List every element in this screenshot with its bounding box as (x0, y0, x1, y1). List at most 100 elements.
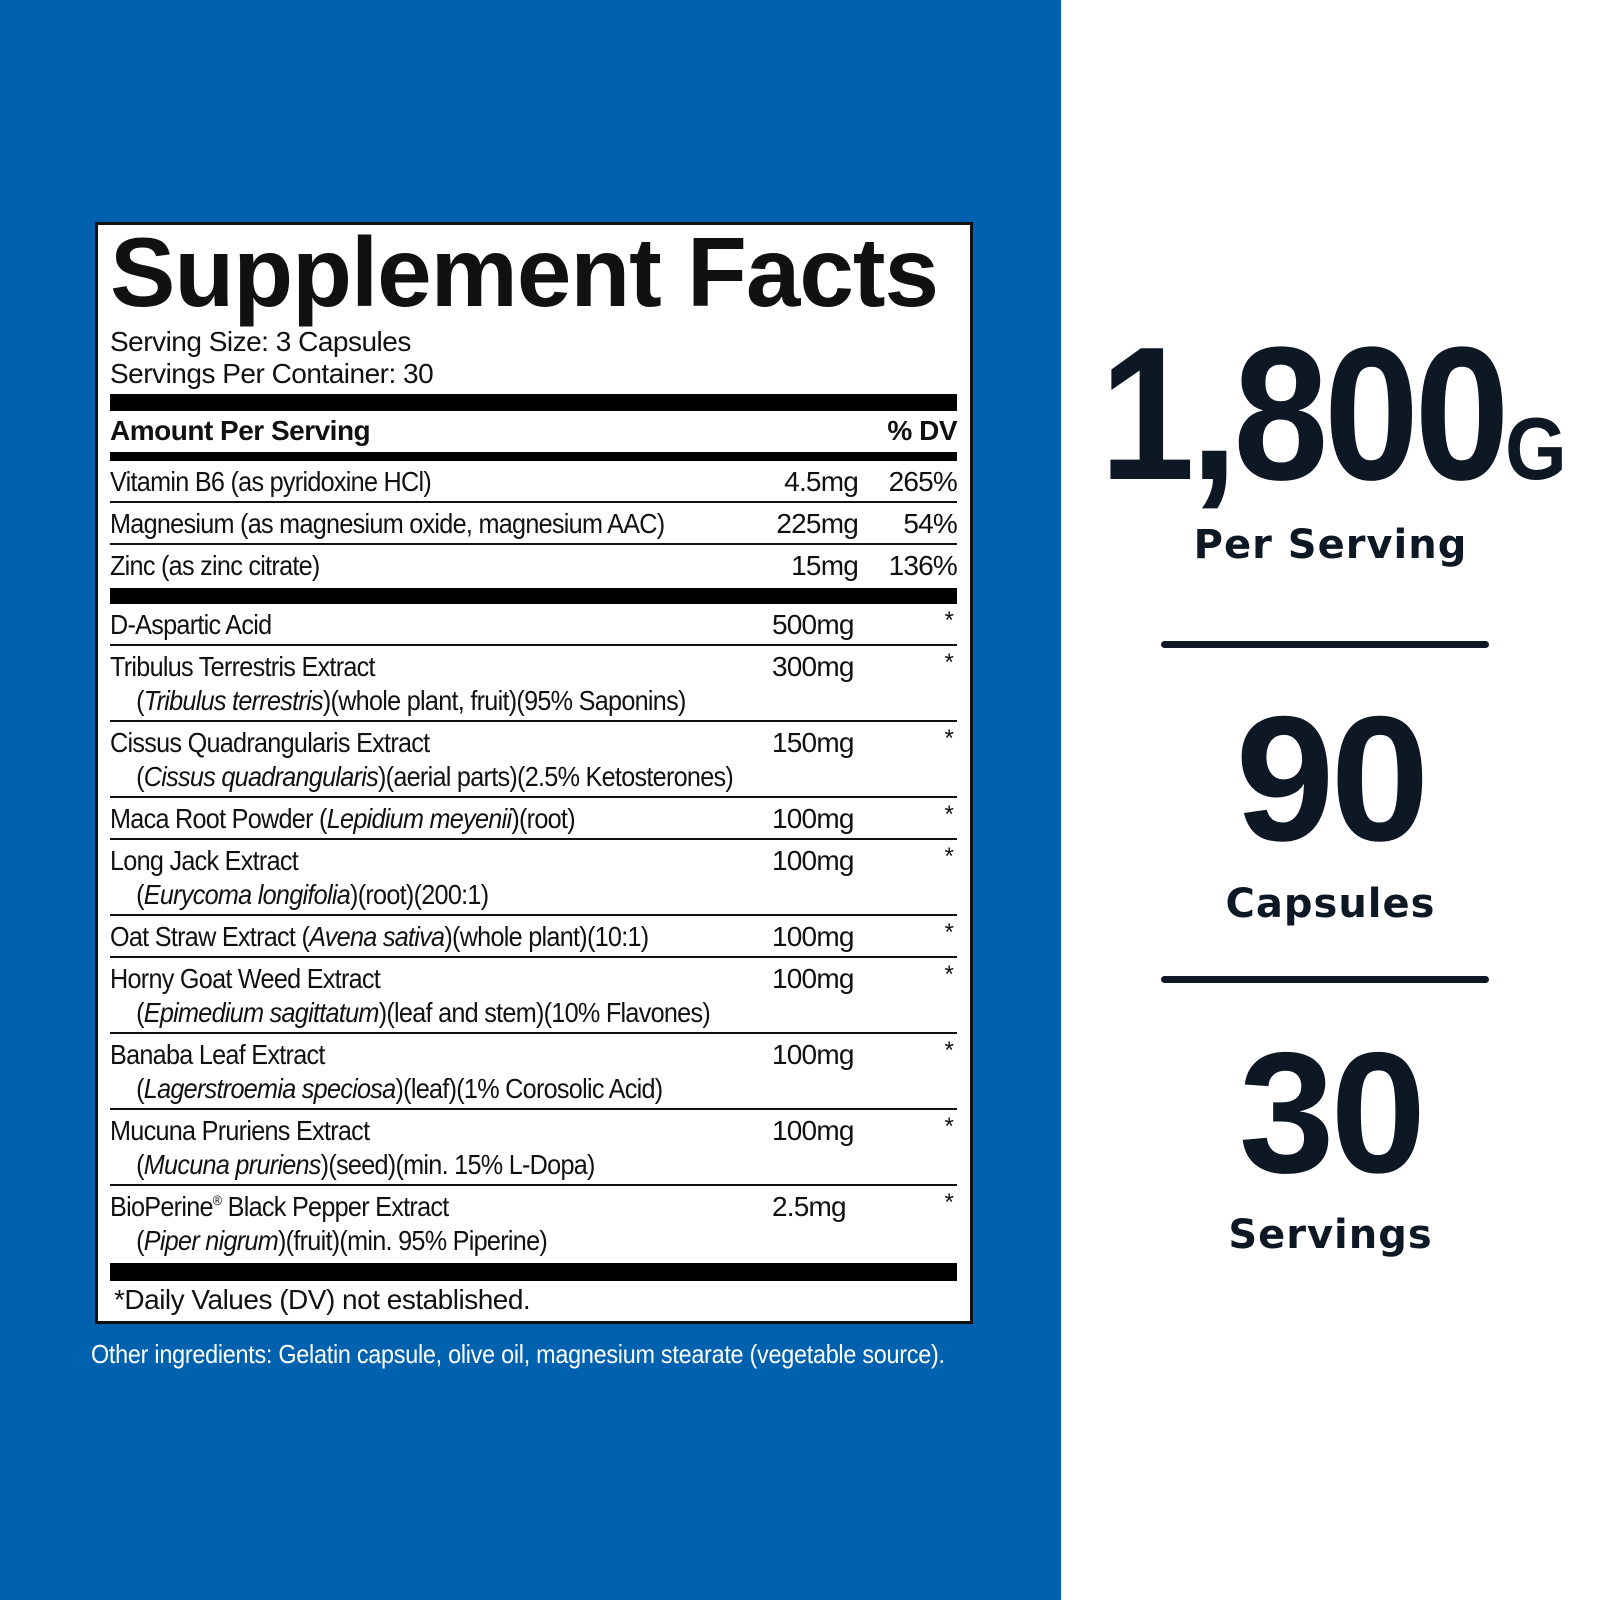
text-segment: ( (136, 685, 144, 716)
amount: 100mg (772, 803, 854, 834)
text-segment: Magnesium (as magnesium oxide, magnesium… (110, 508, 665, 539)
text-segment: ( (136, 997, 144, 1028)
amount: 4.5mg (784, 466, 859, 497)
ingredient-row: Long Jack Extract (Eurycoma longifolia)(r… (110, 840, 957, 916)
capsules-label: Capsules (1225, 881, 1436, 927)
supplement-facts-title: Supplement Facts (110, 217, 939, 327)
ingredient-name: D-Aspartic Acid (110, 608, 872, 642)
botanical-name: Epimedium sagittatum (143, 997, 380, 1028)
thick-divider (110, 588, 957, 604)
amount: 2.5mg (772, 1191, 847, 1222)
daily-value-header: % DV (887, 415, 957, 446)
dv-not-established-marker: * (944, 649, 953, 676)
nutrient-row: Magnesium (as magnesium oxide, magnesium… (110, 503, 958, 545)
text-segment: BioPerine (110, 1191, 214, 1222)
ingredient-name: Vitamin B6 (as pyridoxine HCl) (110, 465, 872, 499)
text-segment: Maca Root Powder ( (110, 803, 327, 834)
dv-not-established-marker: * (944, 801, 953, 828)
ingredient-detail: (Eurycoma longifolia)(root)(200:1) (110, 878, 872, 912)
nutrient-row: Vitamin B6 (as pyridoxine HCl) 4.5mg 265% (110, 461, 958, 503)
text-segment: ( (136, 1073, 144, 1104)
servings-label: Servings (1228, 1212, 1433, 1258)
ingredient-name: Maca Root Powder (Lepidium meyenii)(root… (110, 802, 872, 836)
amount: 100mg (772, 1039, 854, 1070)
amount: 100mg (772, 963, 854, 994)
ingredient-detail: (Mucuna pruriens)(seed)(min. 15% L-Dopa) (110, 1148, 872, 1182)
text-segment: ( (136, 1225, 144, 1256)
botanical-name: Eurycoma longifolia (143, 879, 351, 910)
text-segment: )(whole plant, fruit)(95% Saponins) (322, 685, 687, 716)
dv-not-established-marker: * (944, 725, 953, 752)
ingredient-detail: (Lagerstroemia speciosa)(leaf)(1% Coroso… (110, 1072, 872, 1106)
thick-divider (110, 1263, 957, 1281)
ingredient-name: Mucuna Pruriens Extract (110, 1114, 872, 1148)
dv-not-established-marker: * (944, 919, 953, 946)
ingredient-row: BioPerine® Black Pepper Extract (Piper ni… (110, 1186, 957, 1260)
text-segment: Oat Straw Extract ( (110, 921, 310, 952)
amount: 225mg (776, 508, 858, 539)
botanical-name: Lagerstroemia speciosa (143, 1073, 396, 1104)
ingredient-name: Long Jack Extract (110, 844, 872, 878)
dv-not-established-marker: * (944, 607, 953, 634)
capsules-value: 90 (1235, 679, 1430, 878)
ingredient-name: Horny Goat Weed Extract (110, 962, 872, 996)
dv-not-established-marker: * (944, 843, 953, 870)
stat-divider (1161, 641, 1489, 648)
text-segment: ( (136, 761, 144, 792)
other-ingredients: Other ingredients: Gelatin capsule, oliv… (91, 1339, 945, 1369)
ingredient-row: D-Aspartic Acid 500mg * (110, 604, 957, 646)
thick-divider (110, 394, 957, 411)
text-segment: Mucuna Pruriens Extract (110, 1115, 370, 1146)
amount: 100mg (772, 1115, 854, 1146)
ingredient-row: Maca Root Powder (Lepidium meyenii)(root… (110, 798, 957, 840)
serving-size: Serving Size: 3 Capsules (110, 326, 411, 357)
ingredient-detail: (Tribulus terrestris)(whole plant, fruit… (110, 684, 872, 718)
ingredient-detail: (Epimedium sagittatum)(leaf and stem)(10… (110, 996, 872, 1030)
ingredient-row: Oat Straw Extract (Avena sativa)(whole p… (110, 916, 957, 958)
amount-value: 1,800 (1099, 308, 1509, 520)
dv-not-established-marker: * (944, 1037, 953, 1064)
ingredient-name: BioPerine® Black Pepper Extract (110, 1190, 872, 1224)
ingredient-name: Cissus Quadrangularis Extract (110, 726, 872, 760)
text-segment: Cissus Quadrangularis Extract (110, 727, 430, 758)
text-segment: Zinc (as zinc citrate) (110, 550, 320, 581)
amount: 100mg (772, 921, 854, 952)
text-segment: Vitamin B6 (as pyridoxine HCl) (110, 466, 432, 497)
ingredient-name: Magnesium (as magnesium oxide, magnesium… (110, 507, 872, 541)
medium-divider (110, 452, 957, 461)
daily-value: 54% (903, 508, 957, 539)
dv-not-established-marker: * (944, 961, 953, 988)
text-segment: Long Jack Extract (110, 845, 299, 876)
text-segment: ( (136, 1149, 144, 1180)
ingredient-detail: (Piper nigrum)(fruit)(min. 95% Piperine) (110, 1224, 872, 1258)
botanical-name: Piper nigrum (143, 1225, 279, 1256)
nutrient-row: Zinc (as zinc citrate) 15mg 136% (110, 545, 958, 585)
amount: 150mg (772, 727, 854, 758)
ingredient-name: Zinc (as zinc citrate) (110, 549, 872, 583)
text-segment: Banaba Leaf Extract (110, 1039, 325, 1070)
registered-mark: ® (212, 1192, 222, 1208)
ingredient-name: Oat Straw Extract (Avena sativa)(whole p… (110, 920, 872, 954)
ingredient-row: Cissus Quadrangularis Extract (Cissus qua… (110, 722, 957, 798)
servings-value: 30 (1238, 1017, 1426, 1209)
nutrient-list: Vitamin B6 (as pyridoxine HCl) 4.5mg 265% M… (110, 461, 958, 585)
text-segment: Tribulus Terrestris Extract (110, 651, 376, 682)
ingredient-detail: (Cissus quadrangularis)(aerial parts)(2.… (110, 760, 872, 794)
text-segment: )(seed)(min. 15% L-Dopa) (320, 1149, 596, 1180)
botanical-name: Tribulus terrestris (143, 685, 324, 716)
text-segment: ( (136, 879, 144, 910)
servings-per-container: Servings Per Container: 30 (110, 358, 434, 389)
dv-not-established-marker: * (944, 1189, 953, 1216)
ingredient-row: Tribulus Terrestris Extract (Tribulus ter… (110, 646, 957, 722)
text-segment: )(leaf and stem)(10% Flavones) (378, 997, 711, 1028)
ingredient-name: Tribulus Terrestris Extract (110, 650, 872, 684)
text-segment: )(leaf)(1% Corosolic Acid) (395, 1073, 663, 1104)
amount: 15mg (791, 550, 859, 581)
amount-unit: G (1504, 399, 1567, 498)
dv-not-established-marker: * (944, 1113, 953, 1140)
text-segment: )(root)(200:1) (350, 879, 489, 910)
ingredient-row: Banaba Leaf Extract (Lagerstroemia specio… (110, 1034, 957, 1110)
daily-value: 265% (888, 466, 958, 497)
ingredient-row: Mucuna Pruriens Extract (Mucuna pruriens)… (110, 1110, 957, 1186)
amount: 300mg (772, 651, 854, 682)
